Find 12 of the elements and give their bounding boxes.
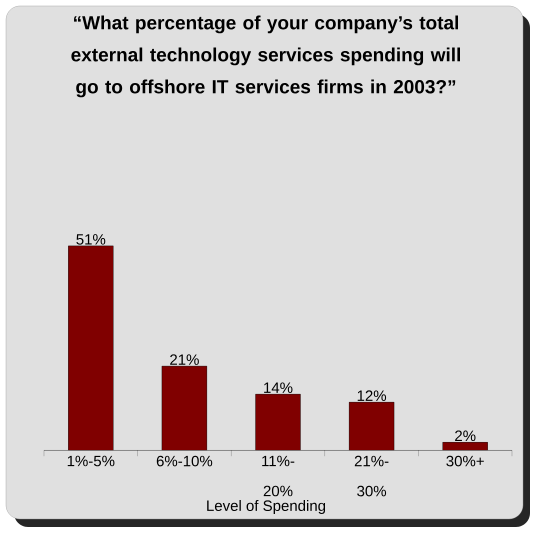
x-tick-label: 30%+ bbox=[446, 456, 484, 466]
data-label: 51% bbox=[76, 234, 106, 245]
data-label: 12% bbox=[358, 390, 386, 401]
x-tick-label: 1%-5% bbox=[68, 456, 114, 466]
category-label: 11%-20% bbox=[262, 456, 294, 496]
data-label: 2% bbox=[455, 430, 476, 442]
x-axis-title: Level of Spending bbox=[207, 500, 326, 514]
data-label: 14% bbox=[264, 382, 292, 393]
chart-title: “What percentage of your company’s total external technology services spending will go to offshore IT services firms in 2003?” bbox=[71, 16, 460, 98]
category-label: 21%-30% bbox=[354, 456, 388, 496]
data-label: 21% bbox=[170, 354, 199, 365]
x-tick-label: 6%-10% bbox=[156, 456, 212, 466]
